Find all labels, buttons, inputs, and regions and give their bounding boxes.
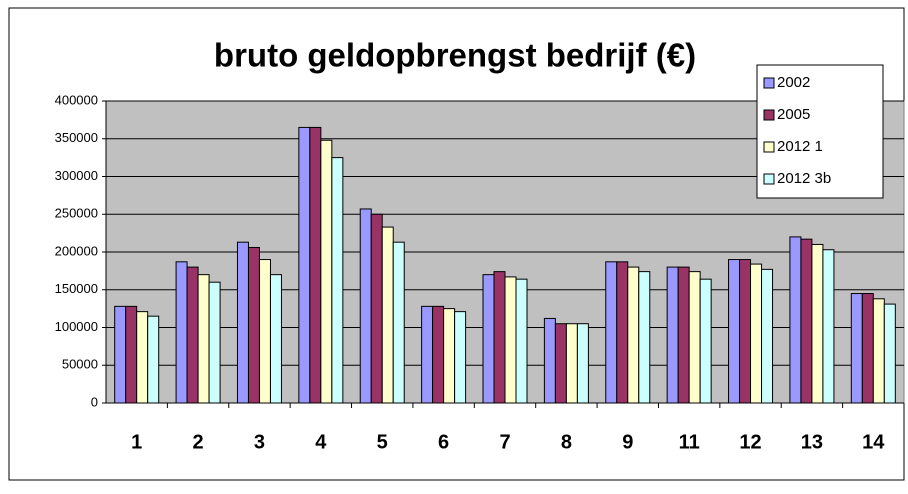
bar [147, 315, 160, 404]
bar [861, 293, 874, 404]
bar [688, 271, 701, 404]
x-tick-label: 6 [438, 431, 449, 453]
bar [421, 305, 434, 404]
x-tick-label: 3 [254, 431, 265, 453]
y-tick-label: 250000 [55, 206, 98, 221]
x-tick-label: 12 [739, 431, 761, 453]
bar [576, 323, 589, 404]
bar [454, 311, 467, 404]
bar [114, 305, 127, 404]
bar [543, 317, 556, 404]
x-tick-label: 9 [622, 431, 633, 453]
legend-label: 2005 [777, 106, 810, 123]
y-tick-label: 400000 [55, 92, 98, 107]
bar [331, 157, 344, 404]
bar [258, 259, 271, 404]
bar [554, 323, 567, 404]
x-tick-label: 5 [377, 431, 388, 453]
bar [269, 274, 282, 404]
y-tick-label: 150000 [55, 281, 98, 296]
bar [236, 241, 249, 404]
bar [822, 249, 835, 404]
y-tick-label: 200000 [55, 243, 98, 258]
bar [247, 246, 260, 404]
y-tick-label: 50000 [62, 357, 98, 372]
y-tick-label: 100000 [55, 319, 98, 334]
bar [493, 271, 506, 404]
x-tick-label: 4 [315, 431, 327, 453]
bar [739, 259, 752, 404]
bar [605, 261, 618, 404]
bar [666, 266, 679, 404]
bar [789, 236, 802, 404]
bar [175, 261, 188, 404]
bar [515, 278, 528, 404]
bar [616, 261, 629, 404]
bar [627, 266, 640, 404]
bar [432, 305, 445, 404]
bar [638, 271, 651, 404]
bar [504, 276, 517, 404]
bar [872, 298, 885, 404]
bar [883, 303, 896, 404]
bar [298, 126, 311, 404]
bar [811, 243, 824, 404]
bar [309, 126, 322, 404]
chart-title: bruto geldopbrengst bedrijf (€) [214, 37, 696, 74]
bar [125, 305, 138, 404]
bar [136, 311, 149, 404]
bar [392, 241, 405, 404]
bar [359, 208, 372, 404]
y-tick-label: 0 [91, 394, 98, 409]
legend-box [756, 64, 884, 199]
legend-label: 2012 3b [777, 170, 831, 187]
bar [565, 323, 578, 404]
x-tick-label: 7 [499, 431, 510, 453]
bar [850, 293, 863, 404]
legend-swatch [763, 109, 775, 121]
x-tick-label: 2 [193, 431, 204, 453]
bar [728, 259, 741, 404]
bar [761, 268, 774, 404]
bar [320, 139, 333, 404]
bar [208, 281, 221, 404]
x-tick-label: 8 [561, 431, 572, 453]
legend-swatch [763, 173, 775, 185]
legend-swatch [763, 141, 775, 153]
legend-label: 2002 [777, 74, 810, 91]
x-tick-label: 14 [862, 431, 885, 453]
bar [443, 308, 456, 404]
legend-label: 2012 1 [777, 138, 823, 155]
bar [381, 226, 394, 404]
bar [186, 266, 199, 404]
x-tick-label: 1 [131, 431, 142, 453]
x-tick-label: 11 [679, 431, 700, 453]
legend-swatch [763, 77, 775, 89]
x-tick-label: 13 [801, 431, 823, 453]
bar [370, 213, 383, 404]
bar [750, 263, 763, 404]
bar [699, 278, 712, 404]
bar [197, 274, 210, 404]
y-tick-label: 300000 [55, 168, 98, 183]
bar [482, 274, 495, 404]
y-tick-label: 350000 [55, 130, 98, 145]
bar [800, 238, 813, 404]
bar [677, 266, 690, 404]
